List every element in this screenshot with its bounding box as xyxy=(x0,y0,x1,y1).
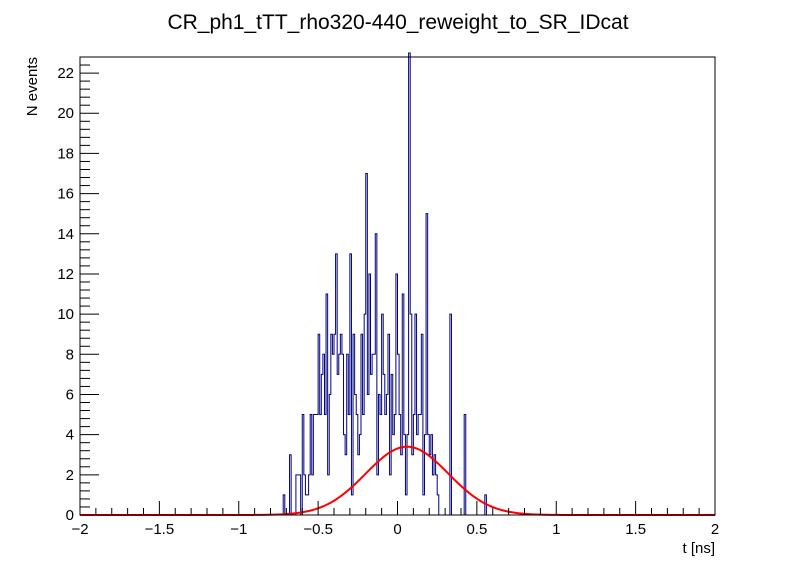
y-tick-label: 6 xyxy=(66,386,74,403)
y-tick-label: 20 xyxy=(57,105,74,122)
x-axis: −2 −1.5 −1 −0.5 0 0.5 1 1.5 2 xyxy=(71,501,719,538)
x-tick-label: 0.5 xyxy=(466,521,487,538)
y-tick-label: 10 xyxy=(57,306,74,323)
y-axis: 0 2 4 6 8 10 12 14 16 18 20 22 xyxy=(57,56,99,524)
x-tick-label: 0 xyxy=(393,521,401,538)
chart-title: CR_ph1_tTT_rho320-440_reweight_to_SR_IDc… xyxy=(167,11,628,34)
x-tick-label: −1.5 xyxy=(145,521,175,538)
y-tick-label: 18 xyxy=(57,145,74,162)
x-tick-label: −1 xyxy=(230,521,247,538)
y-tick-label: 0 xyxy=(66,507,74,524)
y-axis-label: N events xyxy=(24,57,41,116)
y-tick-label: 8 xyxy=(66,346,74,363)
x-tick-label: −2 xyxy=(71,521,88,538)
y-tick-label: 12 xyxy=(57,266,74,283)
x-tick-label: 1.5 xyxy=(625,521,646,538)
histogram-series xyxy=(282,52,487,516)
x-axis-label: t [ns] xyxy=(682,540,715,557)
y-tick-label: 22 xyxy=(57,65,74,82)
x-tick-label: 1 xyxy=(552,521,560,538)
x-tick-label: −0.5 xyxy=(303,521,333,538)
y-tick-label: 4 xyxy=(66,427,74,444)
y-tick-label: 14 xyxy=(57,226,74,243)
y-tick-label: 16 xyxy=(57,186,74,203)
x-tick-label: 2 xyxy=(711,521,719,538)
y-tick-label: 2 xyxy=(66,467,74,484)
